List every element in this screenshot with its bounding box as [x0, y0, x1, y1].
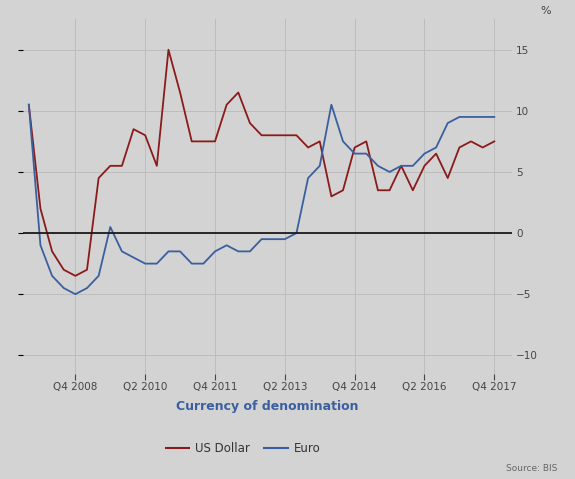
Text: Source: BIS: Source: BIS — [507, 464, 558, 473]
Y-axis label: %: % — [540, 6, 551, 16]
X-axis label: Currency of denomination: Currency of denomination — [176, 400, 359, 413]
Legend: US Dollar, Euro: US Dollar, Euro — [161, 437, 325, 460]
